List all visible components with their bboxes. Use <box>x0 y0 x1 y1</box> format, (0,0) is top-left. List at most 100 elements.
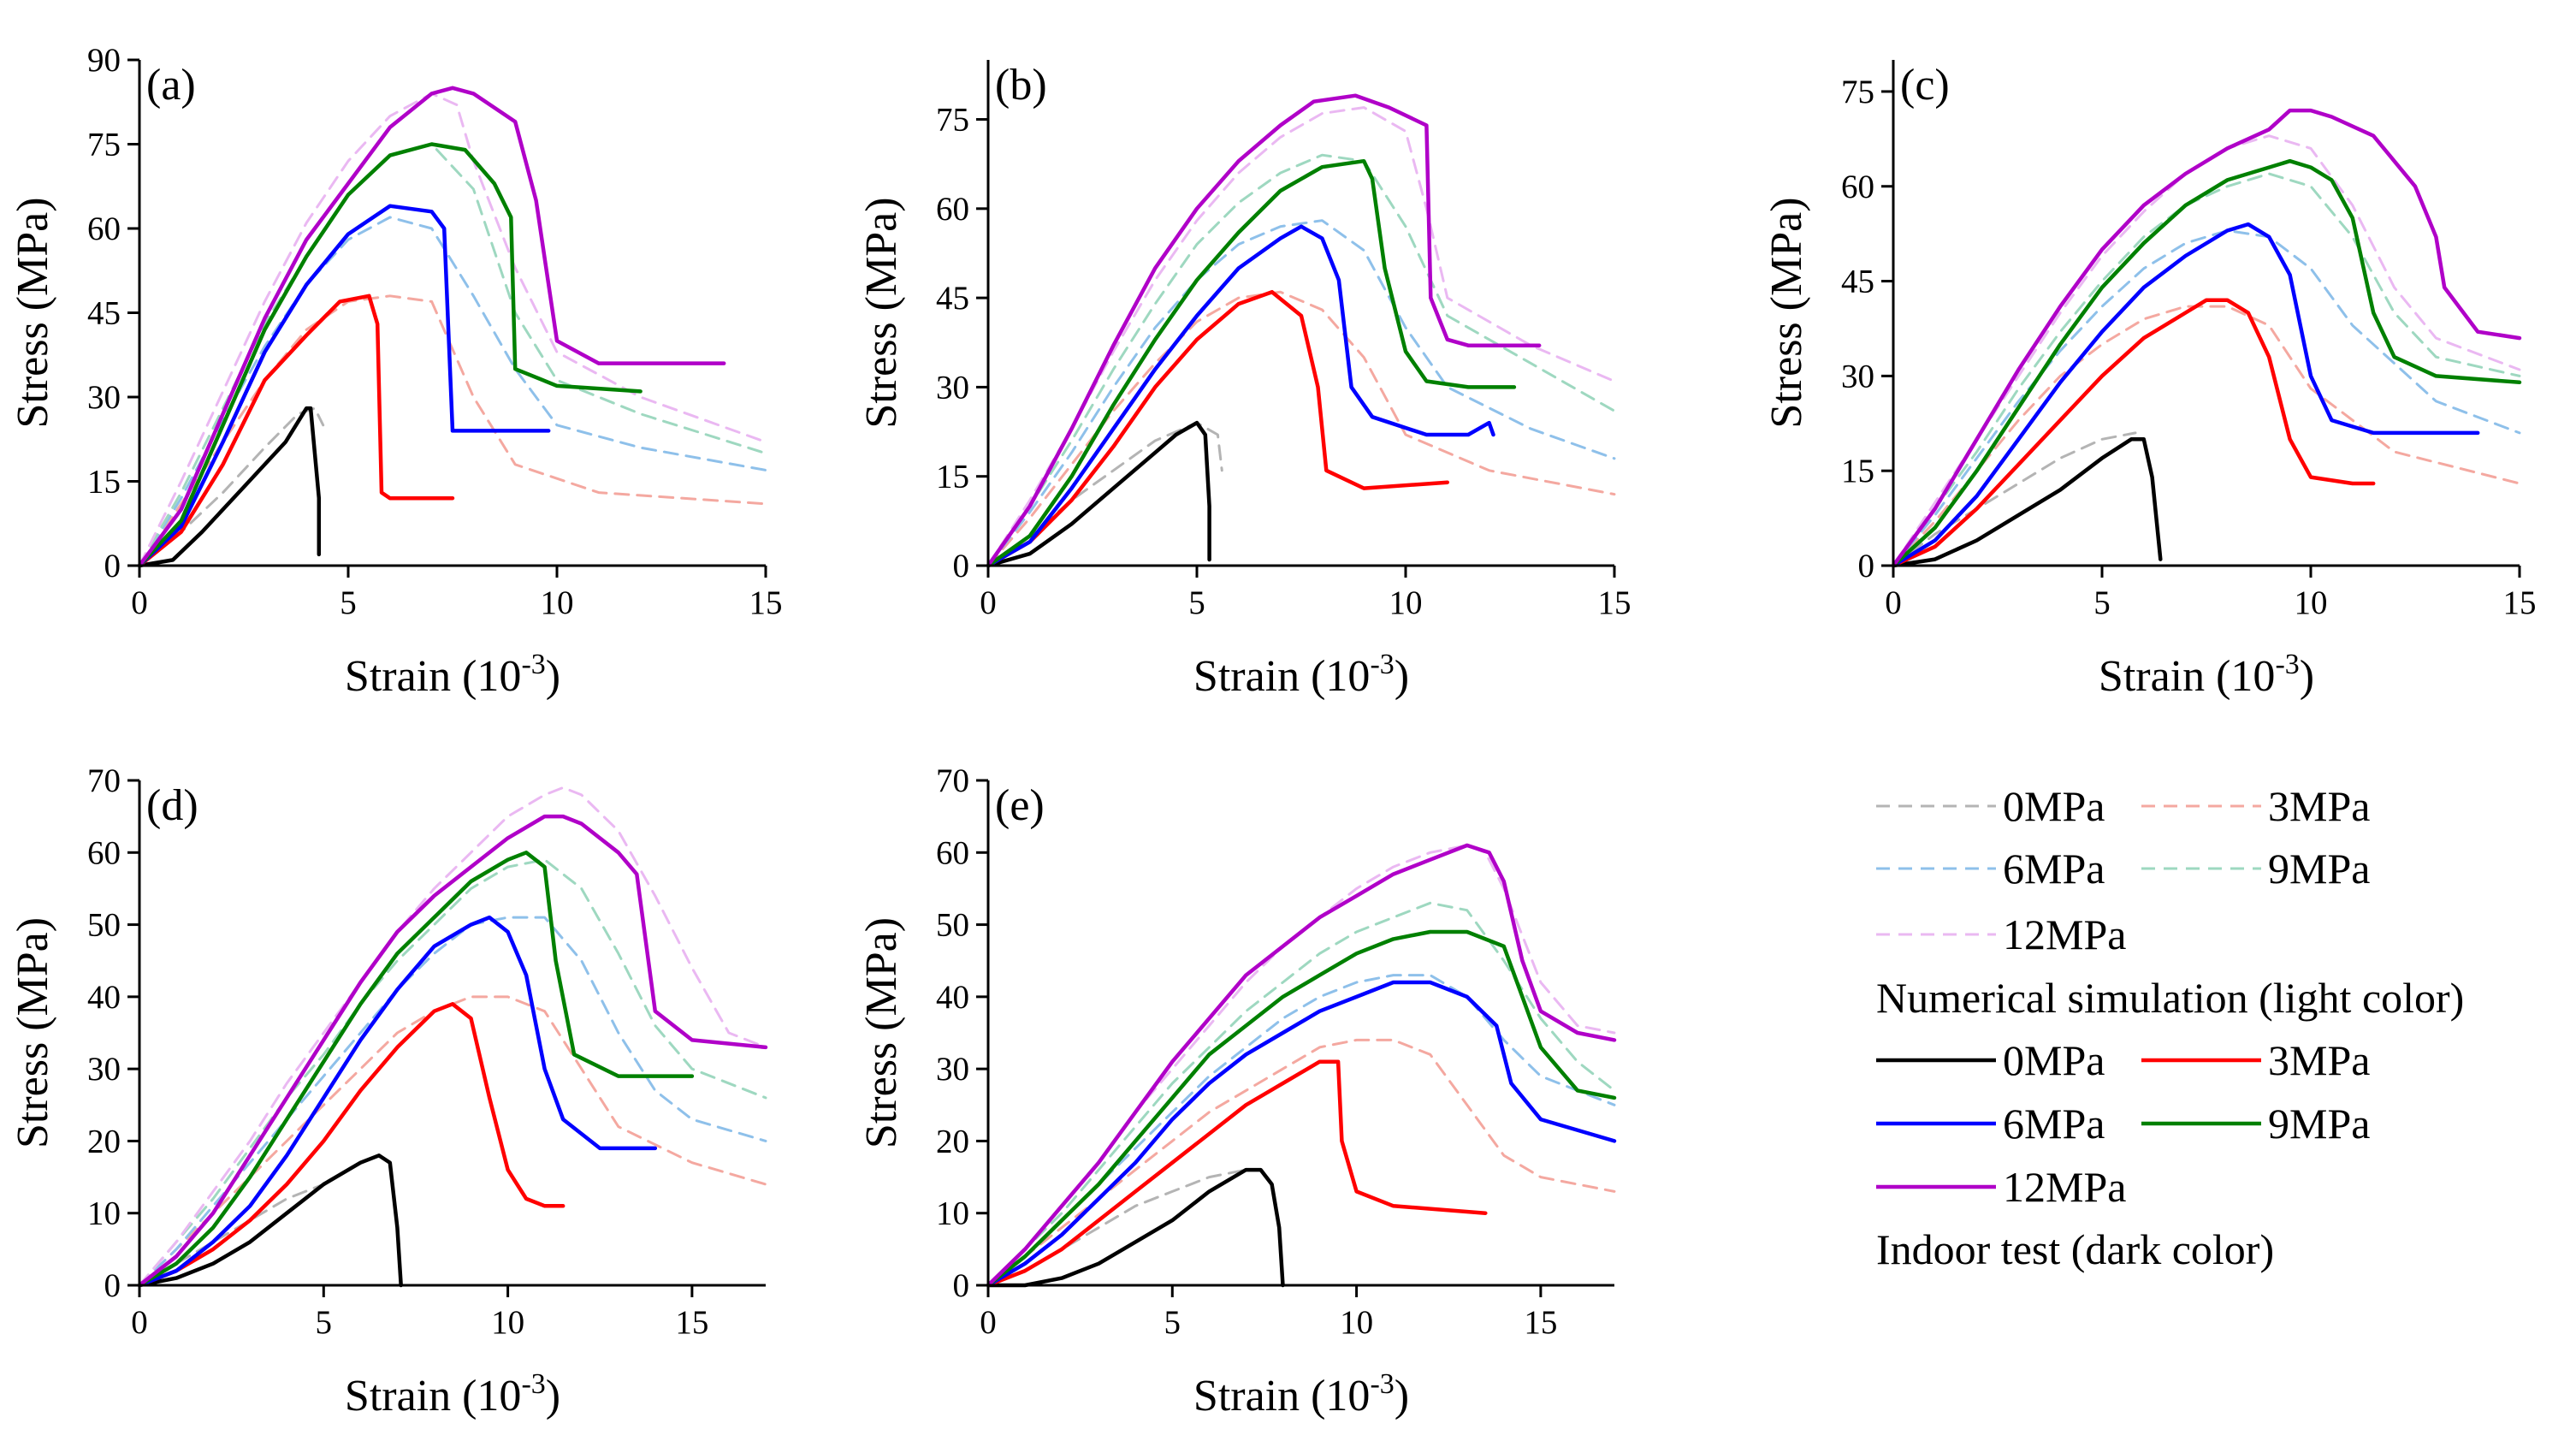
x-axis-title: Strain (10-3) <box>1193 649 1409 701</box>
sim-series-6MPa <box>986 219 1616 567</box>
x-tick-label: 10 <box>2295 584 2328 621</box>
y-tick-label: 0 <box>1858 548 1875 584</box>
test-series-9MPa <box>986 158 1517 568</box>
legend-test-caption: Indoor test (dark color) <box>1876 1225 2274 1273</box>
legend-test-3MPa-label: 3MPa <box>2268 1036 2370 1084</box>
x-axis-title: Strain (10-3) <box>2099 649 2314 701</box>
sim-series-6MPa <box>1892 229 2521 567</box>
y-tick-label: 10 <box>936 1195 969 1232</box>
test-series-0MPa <box>137 1153 403 1288</box>
test-series-9MPa <box>986 929 1617 1288</box>
y-tick-label: 10 <box>87 1195 121 1232</box>
y-tick-label: 60 <box>87 211 121 247</box>
x-tick-label: 0 <box>131 1304 148 1341</box>
test-series-12MPa <box>137 86 726 568</box>
x-tick-label: 0 <box>980 1304 997 1341</box>
sim-series-9MPa <box>138 143 767 567</box>
y-tick-label: 30 <box>87 379 121 416</box>
y-tick-label: 0 <box>104 1267 121 1304</box>
chart-panel-2: 0 5 10 15 0 15 30 45 60 75 (b) Stress (MPa) Strain (… <box>857 60 1631 701</box>
y-tick-label: 45 <box>936 280 969 317</box>
x-tick-label: 15 <box>675 1304 708 1341</box>
test-series-9MPa <box>1891 158 2522 568</box>
test-series-3MPa <box>986 1059 1488 1288</box>
legend-test-6MPa-label: 6MPa <box>2003 1100 2105 1148</box>
y-axis-title: Stress (MPa) <box>1762 197 1811 428</box>
panel-label: (c) <box>1900 61 1950 110</box>
sim-series-9MPa <box>986 901 1616 1287</box>
legend-sim-3MPa-label: 3MPa <box>2268 782 2370 830</box>
x-tick-label: 5 <box>340 584 357 621</box>
sim-series-0MPa <box>986 421 1223 567</box>
y-tick-label: 50 <box>87 907 121 944</box>
x-tick-label: 10 <box>1340 1304 1373 1341</box>
x-tick-label: 15 <box>1524 1304 1557 1341</box>
test-series-12MPa <box>986 93 1542 568</box>
x-tick-label: 0 <box>131 584 148 621</box>
test-series-3MPa <box>137 294 455 568</box>
legend-test-12MPa-label: 12MPa <box>2003 1163 2126 1211</box>
test-series-3MPa <box>137 1002 566 1288</box>
test-series-9MPa <box>137 851 695 1288</box>
chart-panel-3: 0 5 10 15 0 15 30 45 60 75 (c) Stress (MPa) Strain (… <box>1762 60 2537 701</box>
y-tick-label: 0 <box>953 548 970 584</box>
y-tick-label: 90 <box>87 42 121 79</box>
y-tick-label: 20 <box>936 1123 969 1159</box>
x-axis-title: Strain (10-3) <box>1193 1368 1409 1420</box>
x-tick-label: 15 <box>1598 584 1631 621</box>
y-tick-label: 30 <box>936 1051 969 1088</box>
test-series-12MPa <box>986 843 1617 1288</box>
x-tick-label: 5 <box>1188 584 1205 621</box>
y-tick-label: 45 <box>1841 264 1874 300</box>
y-tick-label: 40 <box>87 979 121 1016</box>
y-tick-label: 15 <box>936 459 969 495</box>
legend-sim-6MPa-label: 6MPa <box>2003 845 2105 893</box>
x-axis-title: Strain (10-3) <box>345 1368 560 1420</box>
y-tick-label: 60 <box>1841 169 1874 205</box>
chart-panel-4: 0 5 10 15 0 10 20 30 40 50 60 70 (d) Stress (MPa) Stra… <box>9 762 768 1420</box>
y-axis-title: Stress (MPa) <box>9 197 57 428</box>
legend-sim-caption: Numerical simulation (light color) <box>1876 974 2464 1022</box>
y-tick-label: 30 <box>936 369 969 406</box>
panel-label: (a) <box>146 61 196 110</box>
chart-panel-1: 0 5 10 15 0 15 30 45 60 75 90 (a) Stress (MPa) Strain… <box>9 42 783 701</box>
chart-panel-5: 0 5 10 15 0 10 20 30 40 50 60 70 (e) Stress (MPa) Stra… <box>857 762 1617 1420</box>
x-tick-label: 15 <box>2503 584 2537 621</box>
y-tick-label: 0 <box>953 1267 970 1304</box>
legend-test-0MPa-label: 0MPa <box>2003 1036 2105 1084</box>
sim-series-9MPa <box>138 858 767 1287</box>
y-axis-title: Stress (MPa) <box>9 917 57 1148</box>
y-tick-label: 60 <box>936 191 969 228</box>
y-tick-label: 70 <box>936 762 969 799</box>
x-tick-label: 10 <box>541 584 574 621</box>
y-tick-label: 40 <box>936 979 969 1016</box>
x-tick-label: 10 <box>1389 584 1423 621</box>
sim-series-0MPa <box>1892 431 2137 567</box>
test-series-6MPa <box>1891 222 2480 568</box>
x-tick-label: 10 <box>491 1304 524 1341</box>
y-tick-label: 20 <box>87 1123 121 1159</box>
test-series-3MPa <box>986 289 1450 568</box>
y-tick-label: 15 <box>1841 453 1874 489</box>
y-tick-label: 45 <box>87 295 121 332</box>
y-tick-label: 75 <box>1841 74 1874 110</box>
x-tick-label: 0 <box>1885 584 1902 621</box>
test-series-6MPa <box>986 980 1617 1288</box>
test-series-6MPa <box>986 224 1495 568</box>
legend-sim-12MPa-label: 12MPa <box>2003 910 2126 958</box>
y-tick-label: 30 <box>87 1051 121 1088</box>
test-series-12MPa <box>1891 108 2522 568</box>
test-series-9MPa <box>137 142 643 568</box>
y-tick-label: 50 <box>936 907 969 944</box>
y-tick-label: 60 <box>87 834 121 871</box>
y-tick-label: 70 <box>87 762 121 799</box>
test-series-0MPa <box>137 406 322 568</box>
sim-series-9MPa <box>986 153 1616 567</box>
legend-test-9MPa-label: 9MPa <box>2268 1100 2370 1148</box>
panel-label: (e) <box>995 781 1045 830</box>
sim-series-12MPa <box>138 786 767 1287</box>
sim-series-12MPa <box>138 92 767 567</box>
sim-series-3MPa <box>986 290 1616 567</box>
panel-label: (b) <box>995 61 1047 110</box>
